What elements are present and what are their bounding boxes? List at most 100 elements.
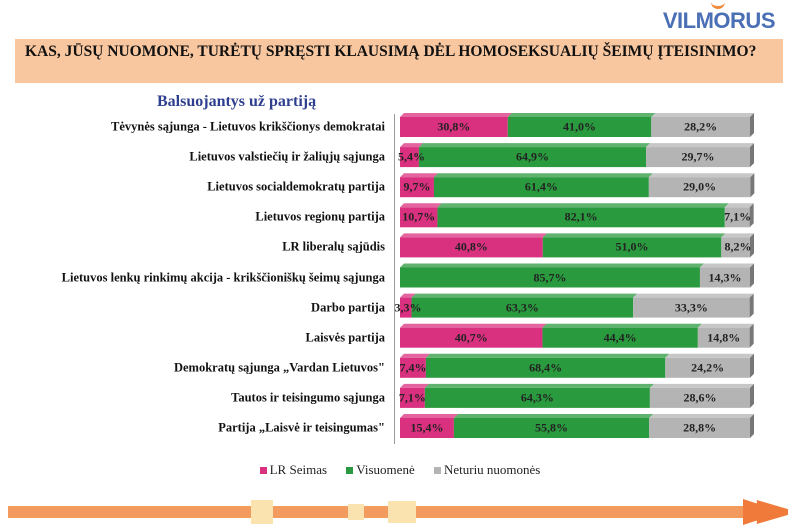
bar-segment-visuomenė bbox=[453, 418, 650, 438]
legend-item: Visuomenė bbox=[346, 462, 415, 477]
bar-side bbox=[750, 383, 754, 408]
bar-side bbox=[750, 263, 754, 288]
bar-segment-visuomenė bbox=[400, 267, 700, 288]
data-label: 85,7% bbox=[533, 270, 567, 284]
bar-segment-neturiu-nuomonės bbox=[697, 327, 750, 348]
bar-segment-lr-seimas bbox=[400, 207, 438, 228]
bar-segment-neturiu-nuomonės bbox=[724, 207, 750, 228]
bar-top bbox=[649, 414, 754, 418]
data-label: 40,7% bbox=[454, 330, 488, 345]
question-banner: KAS, JŪSŲ NUOMONE, TURĖTŲ SPRĘSTI KLAUSI… bbox=[15, 39, 783, 83]
bar-top bbox=[400, 293, 416, 298]
data-label: 9,7% bbox=[403, 179, 431, 194]
bar-segment-lr-seimas bbox=[400, 237, 543, 258]
category-label: Lietuvos socialdemokratų partija bbox=[207, 179, 385, 194]
data-label: 44,4% bbox=[603, 330, 637, 345]
bar-segment-visuomenė bbox=[424, 387, 650, 408]
data-label: 40,8% bbox=[454, 239, 488, 254]
bar-segment-neturiu-nuomonės bbox=[633, 297, 750, 318]
category-label: Darbo partija bbox=[311, 300, 385, 315]
bar-top bbox=[400, 173, 438, 178]
data-label: 41,0% bbox=[563, 119, 597, 134]
data-label: 30,8% bbox=[437, 119, 471, 134]
bar-top bbox=[400, 414, 458, 418]
bar-top bbox=[418, 143, 651, 148]
axis-line bbox=[394, 114, 395, 444]
bar-side bbox=[750, 173, 755, 198]
bar-side bbox=[750, 414, 754, 438]
bar-segment-neturiu-nuomonės bbox=[649, 418, 750, 438]
bar-top bbox=[400, 203, 442, 208]
bar-segment-visuomenė bbox=[542, 237, 722, 258]
data-label: 64,9% bbox=[515, 149, 549, 164]
bar-top bbox=[400, 233, 547, 238]
bar-top bbox=[400, 143, 423, 148]
data-label: 10,7% bbox=[402, 209, 436, 224]
bar-side bbox=[750, 233, 754, 258]
bar-top bbox=[697, 323, 754, 328]
bar-side bbox=[749, 323, 754, 348]
bar-top bbox=[724, 203, 754, 208]
bar-segment-neturiu-nuomonės bbox=[651, 117, 750, 137]
data-label: 28,2% bbox=[684, 119, 718, 134]
bar-segment-lr-seimas bbox=[400, 147, 419, 168]
category-label: Laisvės partija bbox=[305, 330, 385, 345]
bar-segment-neturiu-nuomonės bbox=[649, 387, 750, 408]
bar-top bbox=[400, 353, 430, 358]
data-label: 64,3% bbox=[520, 390, 554, 405]
bar-side bbox=[750, 143, 754, 168]
bar-segment-lr-seimas bbox=[400, 177, 434, 198]
bar-top bbox=[649, 383, 754, 388]
bar-segment-visuomenė bbox=[542, 327, 698, 348]
bar-segment-visuomenė bbox=[433, 177, 649, 198]
bar-segment-lr-seimas bbox=[400, 418, 454, 438]
bar-top bbox=[424, 383, 654, 388]
data-label: 61,4% bbox=[524, 179, 558, 194]
bar-segment-visuomenė bbox=[507, 117, 652, 137]
bar-top bbox=[437, 203, 729, 208]
data-label: 29,7% bbox=[681, 149, 715, 164]
category-label: LR liberalų sąjūdis bbox=[282, 239, 385, 254]
chart-title: Balsuojantys už partiją bbox=[157, 93, 317, 110]
category-label: Lietuvos lenkų rinkimų akcija - krikščio… bbox=[61, 270, 385, 284]
category-label: Tėvynės sąjunga - Lietuvos krikščionys d… bbox=[111, 119, 385, 134]
bar-segment-visuomenė bbox=[418, 147, 647, 168]
bar-top bbox=[400, 383, 429, 388]
legend-item: LR Seimas bbox=[259, 462, 327, 477]
data-label: 5,4% bbox=[397, 149, 425, 164]
data-label: 33,3% bbox=[674, 300, 708, 315]
data-label: 7,4% bbox=[399, 360, 427, 375]
data-label: 82,1% bbox=[564, 209, 598, 224]
data-label: 51,0% bbox=[615, 239, 649, 254]
bar-top bbox=[425, 353, 670, 358]
bar-segment-lr-seimas bbox=[400, 387, 425, 408]
bar-segment-visuomenė bbox=[437, 207, 725, 228]
bar-segment-neturiu-nuomonės bbox=[648, 177, 751, 198]
bar-segment-neturiu-nuomonės bbox=[665, 357, 750, 378]
category-label: Tautos ir teisingumo sąjunga bbox=[231, 390, 385, 405]
bar-segment-visuomenė bbox=[411, 297, 634, 318]
bar-top bbox=[646, 143, 754, 148]
data-label: 8,2% bbox=[724, 239, 752, 254]
bar-top bbox=[411, 293, 638, 298]
decorative-arrow bbox=[8, 499, 788, 525]
legend-item: Neturiu nuomonės bbox=[433, 462, 540, 477]
category-label: Partija „Laisvė ir teisingumas" bbox=[218, 420, 385, 435]
legend: LR Seimas Visuomenė Neturiu nuomonės bbox=[0, 462, 800, 478]
bar-top bbox=[542, 233, 726, 238]
bar-segment-lr-seimas bbox=[400, 297, 412, 318]
data-label: 68,4% bbox=[529, 360, 563, 375]
bar-top bbox=[400, 113, 512, 117]
data-label: 28,8% bbox=[683, 420, 717, 435]
bar-top bbox=[400, 263, 704, 268]
bar-side bbox=[749, 293, 754, 318]
bar-side bbox=[750, 113, 754, 137]
bar-top bbox=[633, 293, 754, 298]
data-label: 24,2% bbox=[691, 360, 725, 375]
bar-top bbox=[699, 263, 754, 268]
bar-top bbox=[648, 173, 755, 178]
bar-segment-lr-seimas bbox=[400, 357, 426, 378]
bar-chart bbox=[400, 113, 755, 438]
bar-segment-neturiu-nuomonės bbox=[721, 237, 750, 258]
bar-segment-neturiu-nuomonės bbox=[646, 147, 750, 168]
